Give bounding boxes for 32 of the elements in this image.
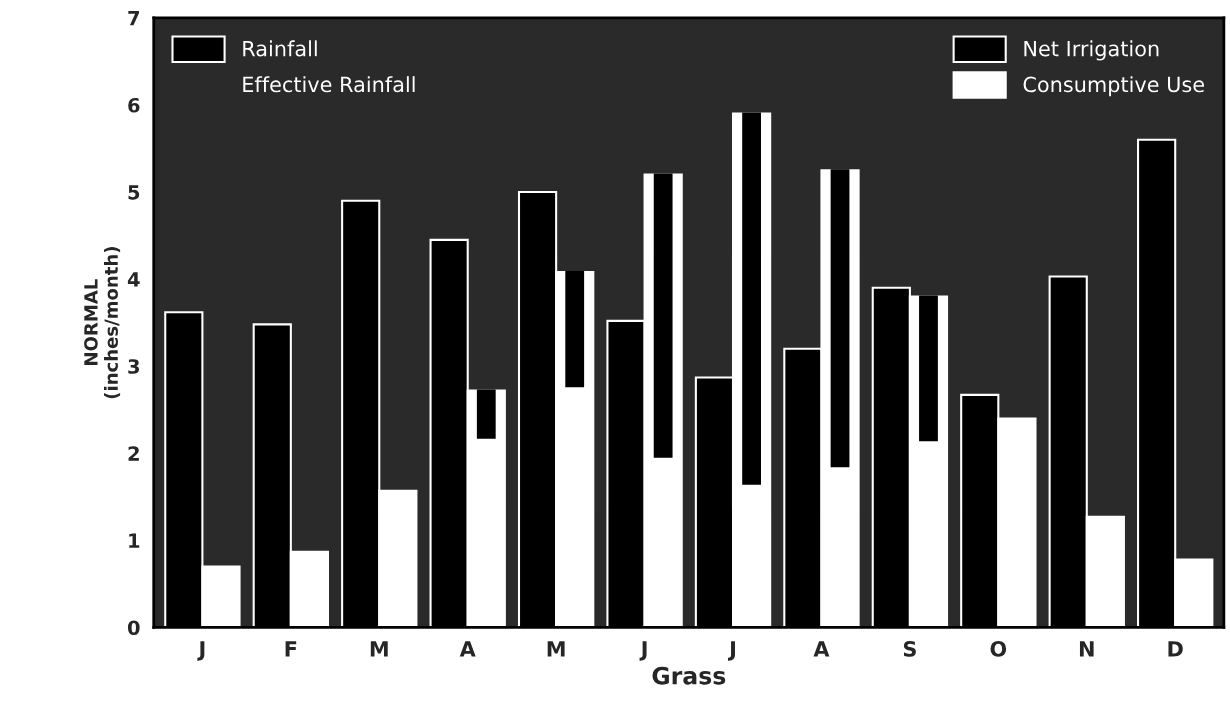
x-tick-label: D bbox=[1168, 641, 1183, 657]
y-tick-label: 2 bbox=[128, 446, 139, 461]
bar bbox=[653, 173, 673, 458]
x-tick-label: M bbox=[547, 641, 565, 657]
annotation: Effective Rainfall bbox=[243, 76, 415, 93]
y-axis-title: NORMAL (inches/month) bbox=[84, 247, 121, 399]
bar bbox=[742, 112, 761, 485]
legend-label: Net Irrigation bbox=[1024, 40, 1159, 61]
y-tick-label: 6 bbox=[128, 97, 140, 113]
y-tick-label: 3 bbox=[128, 359, 140, 374]
x-tick-label: S bbox=[903, 641, 916, 657]
y-tick-label: 4 bbox=[127, 272, 140, 287]
x-tick-label: J bbox=[197, 641, 205, 661]
y-tick-label: 7 bbox=[128, 11, 140, 26]
bar bbox=[565, 271, 585, 388]
y-tick-label: 1 bbox=[129, 533, 140, 548]
legend-label: Rainfall bbox=[243, 40, 317, 57]
x-tick-label: F bbox=[285, 641, 297, 657]
x-tick-label: J bbox=[639, 641, 647, 661]
x-tick-label: N bbox=[1079, 641, 1094, 657]
x-tick-label: M bbox=[370, 641, 388, 657]
legend-label: Consumptive Use bbox=[1023, 76, 1204, 97]
bar bbox=[919, 295, 938, 442]
x-tick-label: A bbox=[459, 641, 476, 657]
bar bbox=[830, 169, 850, 468]
bar bbox=[476, 389, 496, 439]
x-tick-label: A bbox=[813, 641, 830, 657]
y-tick-label: 0 bbox=[127, 620, 140, 636]
x-tick-label: J bbox=[727, 641, 735, 661]
y-tick-label: 5 bbox=[128, 185, 140, 200]
x-axis-title: Grass bbox=[652, 666, 726, 685]
x-tick-label: O bbox=[990, 641, 1007, 657]
